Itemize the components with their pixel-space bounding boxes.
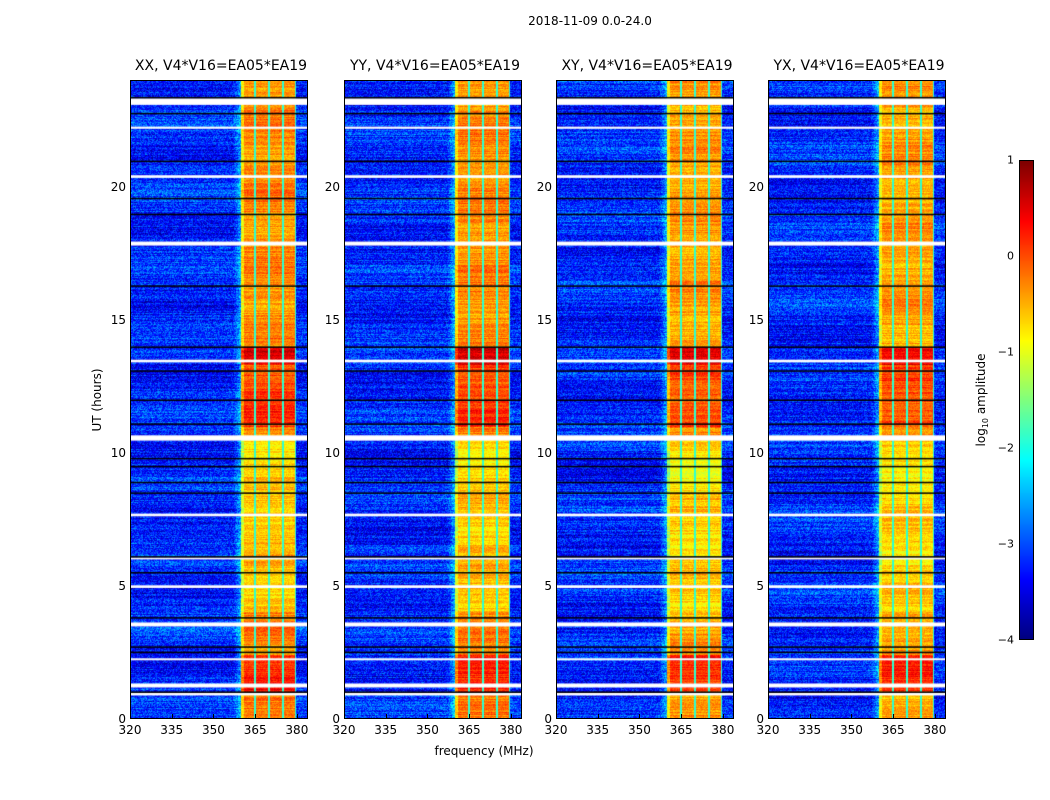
x-tick-label: 365 — [457, 723, 481, 737]
x-tick-label: 335 — [798, 723, 822, 737]
y-tick-label: 5 — [118, 578, 126, 593]
x-tick-mark — [768, 714, 769, 718]
x-tick-label: 380 — [923, 723, 947, 737]
x-tick-mark — [893, 714, 895, 718]
x-tick-label: 335 — [374, 723, 398, 737]
y-tick-label: 20 — [110, 179, 126, 194]
x-tick-mark — [385, 714, 387, 718]
y-tick-label: 5 — [756, 578, 764, 593]
y-axis-label: UT (hours) — [90, 368, 104, 432]
x-tick-label: 365 — [243, 723, 267, 737]
x-tick-label: 380 — [711, 723, 735, 737]
x-tick-mark — [427, 714, 429, 718]
y-tick-label: 15 — [748, 312, 764, 327]
y-tick-label: 10 — [748, 445, 764, 460]
colorbar-tick-label: 1 — [1007, 153, 1014, 167]
x-tick-label: 380 — [499, 723, 523, 737]
x-tick-label: 350 — [839, 723, 863, 737]
heatmap-canvas — [131, 81, 307, 718]
y-tick-label: 5 — [544, 578, 552, 593]
x-tick-mark — [255, 714, 257, 718]
x-tick-label: 350 — [415, 723, 439, 737]
panel-title-xx: XX, V4*V16=EA05*EA19 — [134, 58, 308, 74]
colorbar-tick-label: −4 — [997, 633, 1014, 647]
x-tick-label: 320 — [544, 723, 568, 737]
y-tick-label: 0 — [544, 712, 552, 726]
x-tick-label: 320 — [118, 723, 142, 737]
x-tick-mark — [213, 714, 215, 718]
colorbar-label-rest: amplitude — [973, 353, 988, 418]
x-tick-label: 350 — [627, 723, 651, 737]
panel-title-xy: XY, V4*V16=EA05*EA19 — [561, 58, 733, 74]
colorbar-tick-label: −1 — [997, 345, 1014, 359]
y-tick-label: 15 — [536, 312, 552, 327]
x-tick-label: 320 — [332, 723, 356, 737]
colorbar-tick-label: 0 — [1007, 249, 1014, 263]
figure-suptitle: 2018-11-09 0.0-24.0 — [528, 14, 652, 28]
x-tick-mark — [296, 714, 298, 718]
heatmap-canvas — [769, 81, 945, 718]
x-tick-label: 320 — [756, 723, 780, 737]
x-tick-label: 365 — [881, 723, 905, 737]
heatmap-canvas — [557, 81, 733, 718]
x-tick-mark — [344, 714, 345, 718]
x-tick-mark — [171, 714, 173, 718]
heatmap-canvas — [345, 81, 521, 718]
y-tick-label: 15 — [324, 312, 340, 327]
x-axis-label: frequency (MHz) — [434, 744, 534, 758]
y-tick-label: 10 — [110, 445, 126, 460]
x-tick-mark — [597, 714, 599, 718]
y-tick-label: 20 — [536, 179, 552, 194]
x-tick-mark — [722, 714, 724, 718]
y-tick-label: 20 — [748, 179, 764, 194]
x-tick-mark — [510, 714, 512, 718]
x-tick-label: 335 — [586, 723, 610, 737]
x-tick-mark — [469, 714, 471, 718]
x-tick-mark — [130, 714, 131, 718]
y-tick-label: 0 — [118, 712, 126, 726]
x-tick-mark — [851, 714, 853, 718]
x-tick-label: 365 — [669, 723, 693, 737]
x-tick-label: 350 — [201, 723, 225, 737]
y-tick-label: 20 — [324, 179, 340, 194]
x-tick-mark — [934, 714, 936, 718]
heatmap-panel-xy — [556, 80, 734, 719]
colorbar-label: log10 amplitude — [974, 354, 990, 447]
y-tick-label: 15 — [110, 312, 126, 327]
heatmap-panel-yx — [768, 80, 946, 719]
colorbar-label-log: log — [973, 428, 988, 447]
x-tick-mark — [556, 714, 557, 718]
heatmap-panel-xx — [130, 80, 308, 719]
x-tick-label: 380 — [285, 723, 309, 737]
heatmap-panel-yy — [344, 80, 522, 719]
x-tick-mark — [639, 714, 641, 718]
panel-title-yx: YX, V4*V16=EA05*EA19 — [773, 58, 945, 74]
y-tick-label: 10 — [324, 445, 340, 460]
colorbar-tick-label: −2 — [997, 441, 1014, 455]
colorbar-gradient — [1020, 161, 1033, 639]
colorbar — [1019, 160, 1034, 640]
y-tick-label: 0 — [756, 712, 764, 726]
y-tick-label: 5 — [332, 578, 340, 593]
x-tick-mark — [809, 714, 811, 718]
y-tick-label: 10 — [536, 445, 552, 460]
x-tick-label: 335 — [160, 723, 184, 737]
colorbar-label-base: 10 — [981, 417, 991, 429]
colorbar-tick-label: −3 — [997, 537, 1014, 551]
x-tick-mark — [681, 714, 683, 718]
panel-title-yy: YY, V4*V16=EA05*EA19 — [349, 58, 521, 74]
y-tick-label: 0 — [332, 712, 340, 726]
